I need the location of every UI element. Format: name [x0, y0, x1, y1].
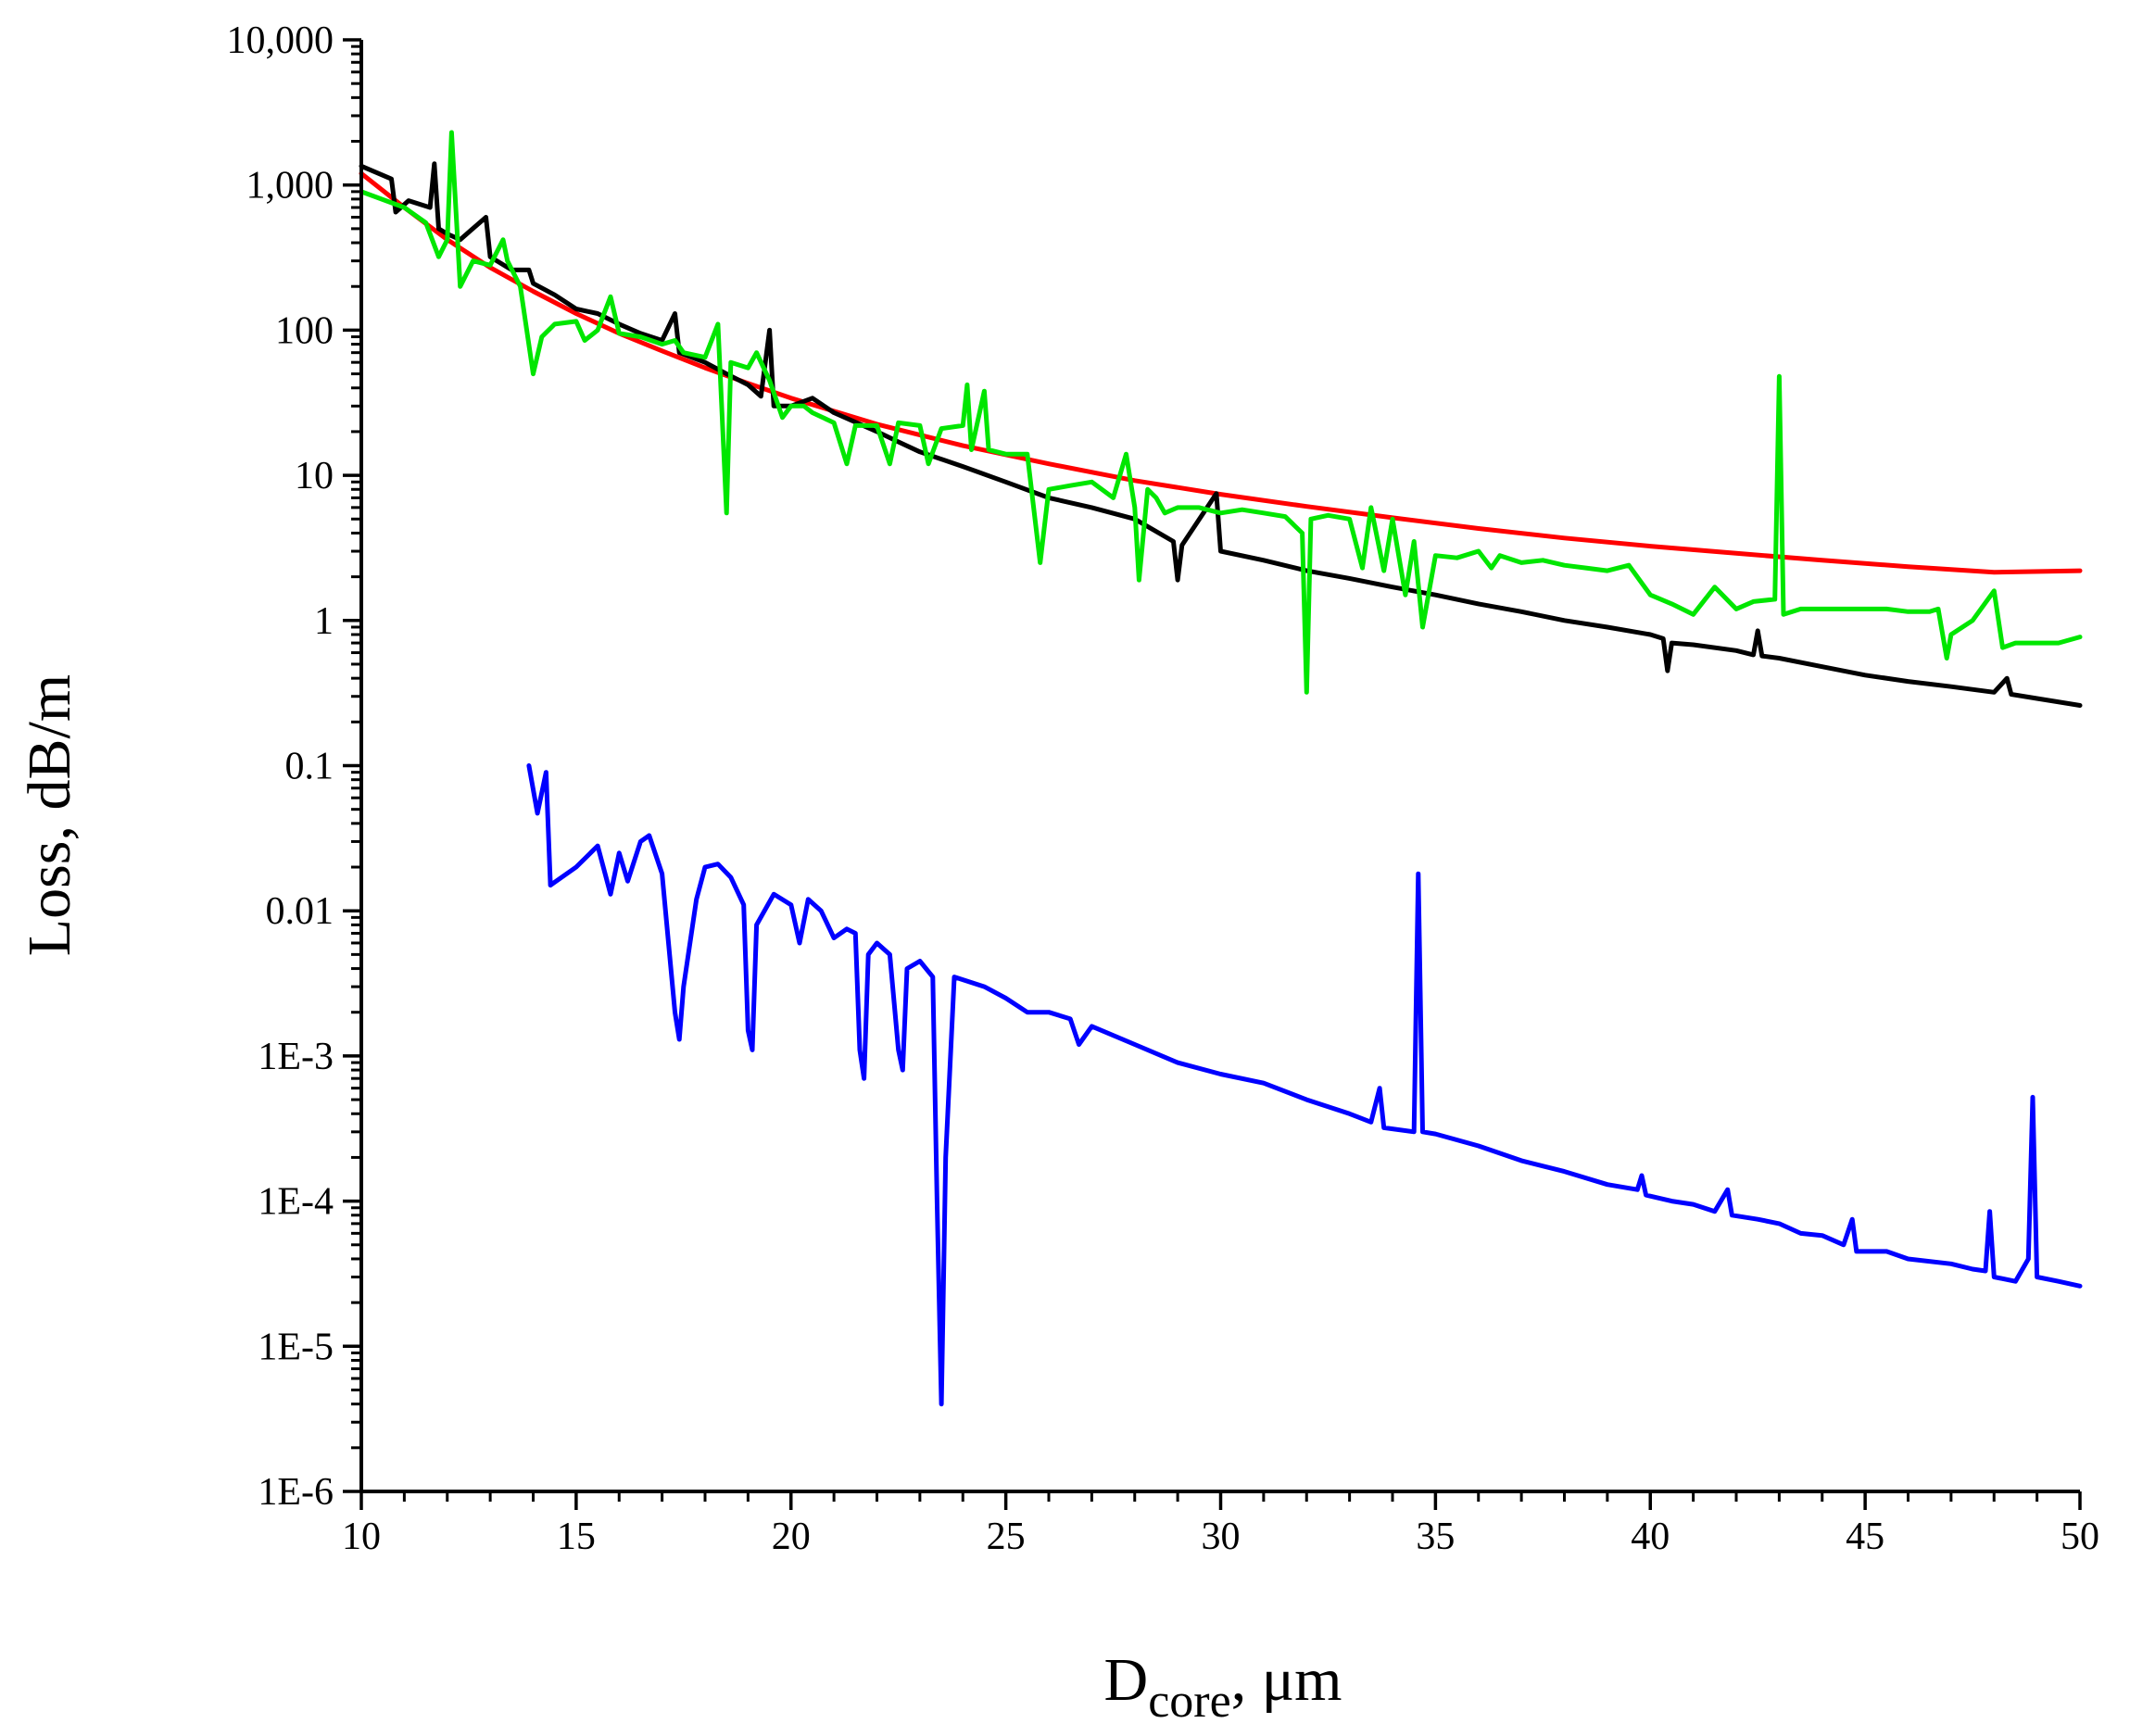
y-tick-label: 100: [275, 309, 334, 352]
y-tick-label: 10,000: [227, 19, 334, 62]
tick-labels-group: 10 15 20 25 30 35 40 45 50 1E-6 1E-5 1E-4 1E-3 0.01 0.…: [227, 19, 2100, 1558]
axes-group: [359, 40, 2080, 1493]
x-axis-title-suffix: , μm: [1231, 1646, 1342, 1714]
x-tick-label: 35: [1416, 1516, 1455, 1558]
x-tick-label: 40: [1631, 1516, 1670, 1558]
x-tick-label: 30: [1202, 1516, 1241, 1558]
ticks-group: [343, 38, 2082, 1510]
y-tick-label: 1E-5: [258, 1326, 334, 1368]
x-tick-label: 10: [342, 1516, 381, 1558]
x-axis-title-subscript: core: [1148, 1675, 1230, 1728]
x-axis-title-main: D: [1104, 1646, 1149, 1714]
x-tick-label: 45: [1846, 1516, 1884, 1558]
series-line-green: [359, 130, 2083, 695]
series-line-blue: [526, 763, 2083, 1407]
y-axis-title: Loss, dB/m: [16, 674, 83, 956]
x-tick-label: 50: [2061, 1516, 2099, 1558]
y-tick-label: 1,000: [246, 165, 334, 208]
y-tick-label: 1: [314, 600, 334, 643]
y-tick-label: 0.1: [285, 746, 334, 788]
y-tick-label: 1E-4: [258, 1181, 334, 1224]
y-tick-label: 0.01: [266, 890, 334, 933]
y-tick-label: 10: [295, 455, 334, 497]
y-tick-label: 1E-6: [258, 1471, 334, 1514]
x-axis-title: Dcore, μm: [1104, 1646, 1342, 1728]
plot-series-group: [359, 130, 2083, 1407]
x-tick-label: 15: [557, 1516, 596, 1558]
x-tick-label: 20: [772, 1516, 811, 1558]
series-line-black: [359, 161, 2083, 708]
x-tick-label: 25: [987, 1516, 1026, 1558]
y-tick-label: 1E-3: [258, 1036, 334, 1078]
